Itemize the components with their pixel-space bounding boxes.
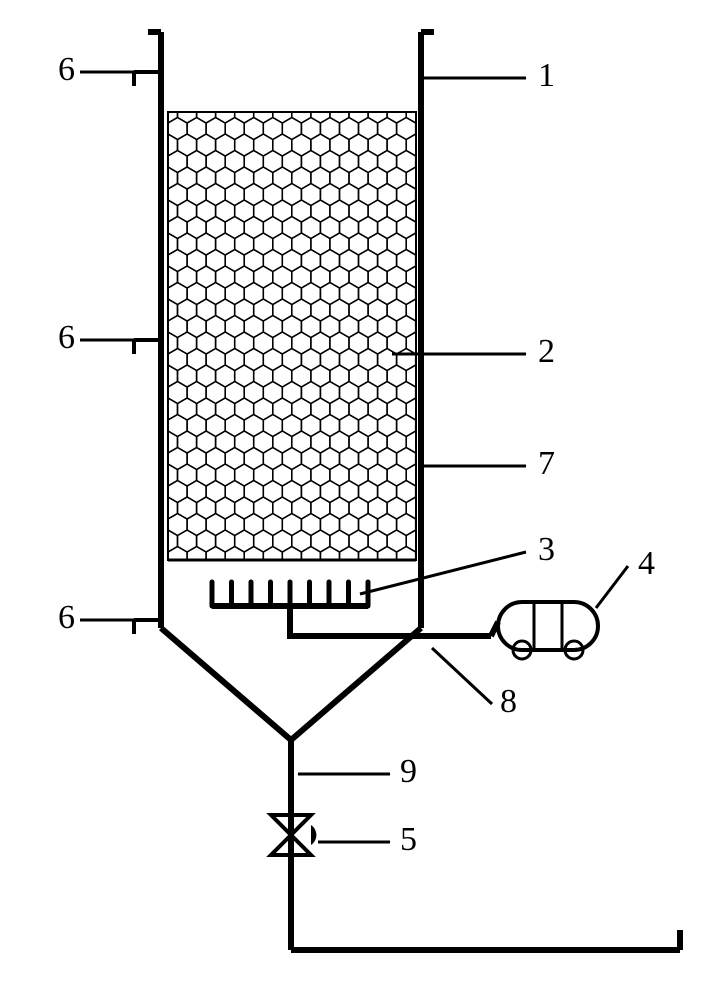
blower-connection	[491, 622, 498, 636]
aerator	[212, 582, 368, 606]
label-4: 4	[638, 545, 655, 582]
label-9: 9	[400, 753, 417, 790]
label-6: 6	[58, 51, 75, 88]
blower	[498, 602, 598, 659]
aerator-pipe	[290, 606, 491, 636]
label-6: 6	[58, 599, 75, 636]
label-2: 2	[538, 333, 555, 370]
diagram-canvas: 6 6 6 1 2 7 3 4 8 9 5	[0, 0, 723, 1000]
leader-8	[432, 648, 492, 704]
funnel-right	[291, 628, 421, 740]
label-1: 1	[538, 57, 555, 94]
label-8: 8	[500, 683, 517, 720]
label-3: 3	[538, 531, 555, 568]
port-1	[134, 340, 162, 354]
label-5: 5	[400, 821, 417, 858]
packing-bed	[139, 101, 444, 585]
funnel-left	[161, 628, 291, 740]
leader-4	[596, 566, 628, 608]
port-2	[134, 620, 162, 634]
leader-3	[360, 552, 526, 594]
port-0	[134, 72, 162, 86]
label-7: 7	[538, 445, 555, 482]
label-6: 6	[58, 319, 75, 356]
